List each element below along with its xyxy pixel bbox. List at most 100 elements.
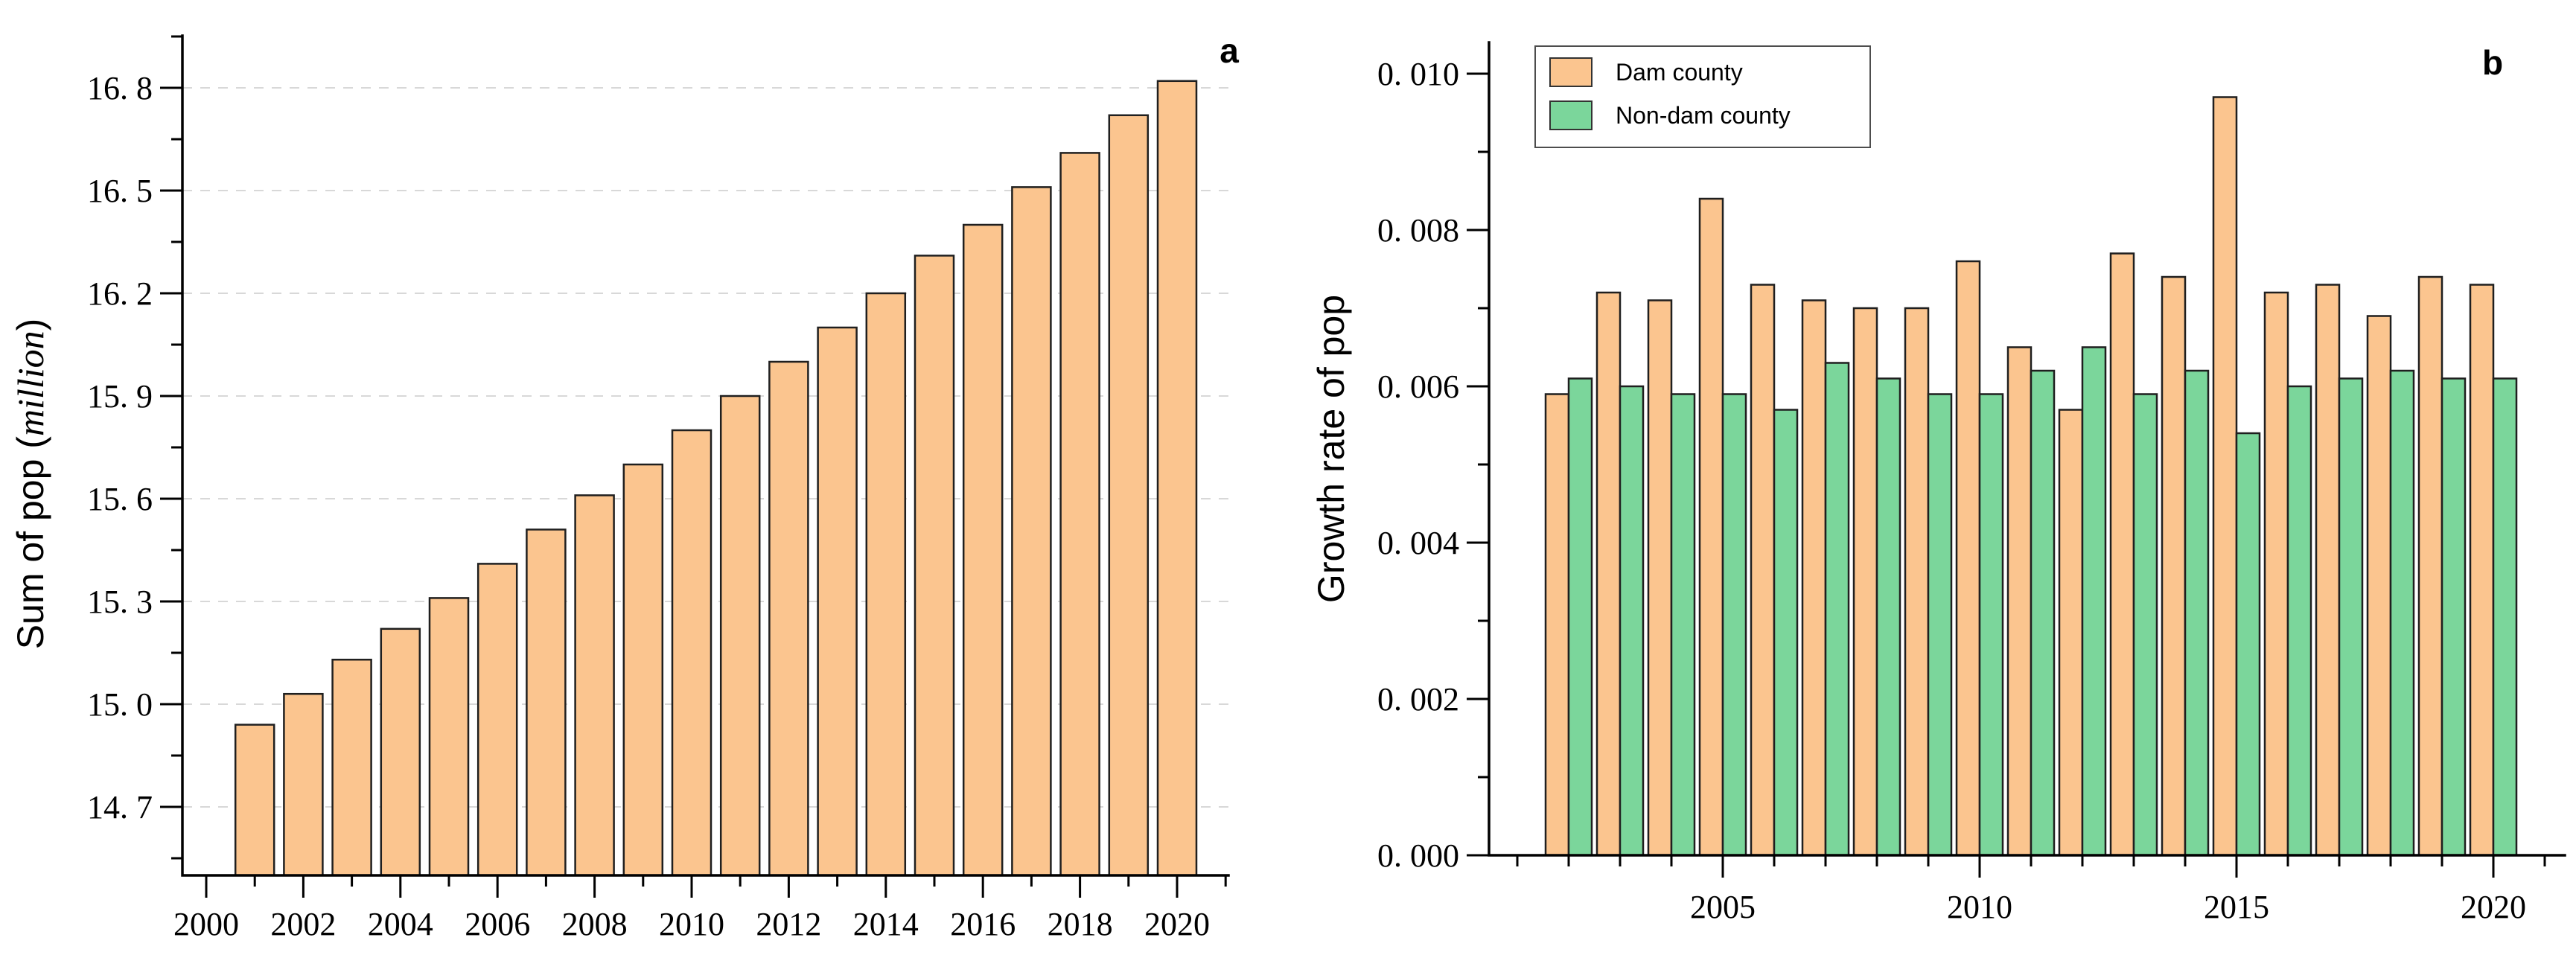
bar-dam-county xyxy=(1801,299,1827,857)
bar-sum-of-pop xyxy=(1011,186,1052,877)
bar-non-dam-county xyxy=(1875,377,1901,857)
bar-dam-county xyxy=(2058,409,2084,857)
bar-dam-county xyxy=(2212,96,2238,857)
bar-non-dam-county xyxy=(2132,393,2158,857)
bar-sum-of-pop xyxy=(234,724,275,877)
bar-sum-of-pop xyxy=(380,628,421,877)
bar-non-dam-county xyxy=(2338,377,2364,857)
bar-sum-of-pop xyxy=(962,223,1004,877)
bar-non-dam-county xyxy=(1670,393,1696,857)
bar-sum-of-pop xyxy=(719,395,761,877)
y-tick-label: 15. 9 xyxy=(87,378,153,415)
y-tick-label: 14. 7 xyxy=(87,789,153,826)
x-tick-label: 2020 xyxy=(1144,906,1210,942)
bar-dam-county xyxy=(2315,284,2341,857)
bar-dam-county xyxy=(2469,284,2495,857)
panel-a: 14. 7 15. 0 15. 3 15. 6 15. 9 16. 2 16. 5 16. 8… xyxy=(10,31,1239,942)
y-tick-label: 16. 5 xyxy=(87,173,153,209)
bar-sum-of-pop xyxy=(428,597,470,877)
x-tick-label: 2018 xyxy=(1048,906,1113,942)
bar-non-dam-county xyxy=(2081,346,2107,857)
chart-b-y-axis-title: Growth rate of pop xyxy=(1310,295,1352,603)
chart-a: 14. 7 15. 0 15. 3 15. 6 15. 9 16. 2 16. 5 16. 8… xyxy=(10,31,1239,942)
bar-dam-county xyxy=(1955,260,1981,857)
bar-sum-of-pop xyxy=(914,255,955,877)
y-tick-label: 0. 002 xyxy=(1377,681,1459,718)
axis-spine xyxy=(181,34,1230,877)
bar-non-dam-county xyxy=(1927,393,1953,857)
bar-sum-of-pop xyxy=(865,292,907,877)
bar-dam-county xyxy=(1904,307,1930,857)
bar-non-dam-county xyxy=(2389,369,2415,857)
x-tick-label: 2010 xyxy=(1947,889,2012,925)
bar-sum-of-pop xyxy=(331,658,372,877)
bar-non-dam-county xyxy=(1567,377,1593,857)
y-tick-label: 0. 000 xyxy=(1377,837,1459,874)
bar-sum-of-pop xyxy=(476,563,518,877)
bar-sum-of-pop xyxy=(574,494,615,877)
x-tick-label: 2012 xyxy=(756,906,821,942)
bar-sum-of-pop xyxy=(1059,152,1100,877)
x-tick-label: 2002 xyxy=(270,906,336,942)
x-tick-label: 2005 xyxy=(1690,889,1756,925)
bar-non-dam-county xyxy=(1721,393,1747,857)
chart-a-y-axis-title-suffix: ) xyxy=(10,319,51,331)
y-tick-label: 0. 010 xyxy=(1377,56,1459,92)
bar-sum-of-pop xyxy=(817,326,858,877)
x-tick-label: 2004 xyxy=(368,906,433,942)
bar-non-dam-county xyxy=(1824,362,1850,857)
bar-non-dam-county xyxy=(1619,385,1645,857)
panel-b: 0. 000 0. 002 0. 004 0. 006 0. 008 0. 010 2005… xyxy=(1288,0,2576,958)
bar-non-dam-county xyxy=(2030,369,2056,857)
bar-dam-county xyxy=(2263,291,2289,857)
chart-b: 0. 000 0. 002 0. 004 0. 006 0. 008 0. 010 2005… xyxy=(1310,41,2566,925)
bar-non-dam-county xyxy=(1773,409,1799,857)
bar-sum-of-pop xyxy=(622,463,664,877)
bar-non-dam-county xyxy=(2235,432,2261,857)
bar-dam-county xyxy=(1595,291,1622,857)
legend-label-dam-county: Dam county xyxy=(1616,59,1743,86)
legend-swatch-non-dam-county xyxy=(1549,100,1593,130)
bar-sum-of-pop xyxy=(1156,80,1198,877)
bar-dam-county xyxy=(1647,299,1673,857)
bar-dam-county xyxy=(1750,284,1776,857)
bar-dam-county xyxy=(2006,346,2033,857)
x-tick-label: 2000 xyxy=(173,906,239,942)
chart-a-layer: 14. 7 15. 0 15. 3 15. 6 15. 9 16. 2 16. 5 16. 8… xyxy=(87,34,1230,942)
bar-dam-county xyxy=(2366,315,2392,857)
bar-sum-of-pop xyxy=(283,692,324,877)
y-tick-label: 16. 2 xyxy=(87,275,153,312)
bar-non-dam-county xyxy=(1978,393,2004,857)
bar-dam-county xyxy=(1852,307,1878,857)
bar-non-dam-county xyxy=(2184,369,2210,857)
bar-dam-county xyxy=(1544,393,1570,857)
y-tick-label: 15. 0 xyxy=(87,686,153,723)
chart-a-y-axis-title-italic: million xyxy=(10,330,51,436)
y-tick-label: 15. 6 xyxy=(87,481,153,517)
panel-a-letter: a xyxy=(1220,31,1239,70)
bar-non-dam-county xyxy=(2440,377,2467,857)
bar-sum-of-pop xyxy=(768,360,809,877)
chart-a-y-axis-title: Sum of pop (million) xyxy=(10,319,51,650)
bar-dam-county xyxy=(2417,275,2443,857)
x-tick-label: 2015 xyxy=(2204,889,2269,925)
bar-dam-county xyxy=(2109,252,2135,857)
bar-sum-of-pop xyxy=(1108,114,1150,877)
bar-dam-county xyxy=(2161,275,2187,857)
x-tick-label: 2016 xyxy=(950,906,1016,942)
x-tick-label: 2020 xyxy=(2461,889,2526,925)
y-tick-label: 16. 8 xyxy=(87,70,153,106)
bar-dam-county xyxy=(1698,197,1724,857)
bar-non-dam-county xyxy=(2492,377,2518,857)
bar-sum-of-pop xyxy=(526,529,567,877)
bar-non-dam-county xyxy=(2286,385,2312,857)
bar-sum-of-pop xyxy=(671,429,712,877)
panel-b-letter: b xyxy=(2482,43,2503,82)
y-tick-label: 0. 008 xyxy=(1377,212,1459,249)
y-tick-label: 0. 006 xyxy=(1377,368,1459,405)
x-tick-label: 2008 xyxy=(562,906,628,942)
legend-label-non-dam-county: Non-dam county xyxy=(1616,102,1791,129)
y-tick-label: 0. 004 xyxy=(1377,525,1459,561)
legend-swatch-dam-county xyxy=(1549,57,1593,87)
